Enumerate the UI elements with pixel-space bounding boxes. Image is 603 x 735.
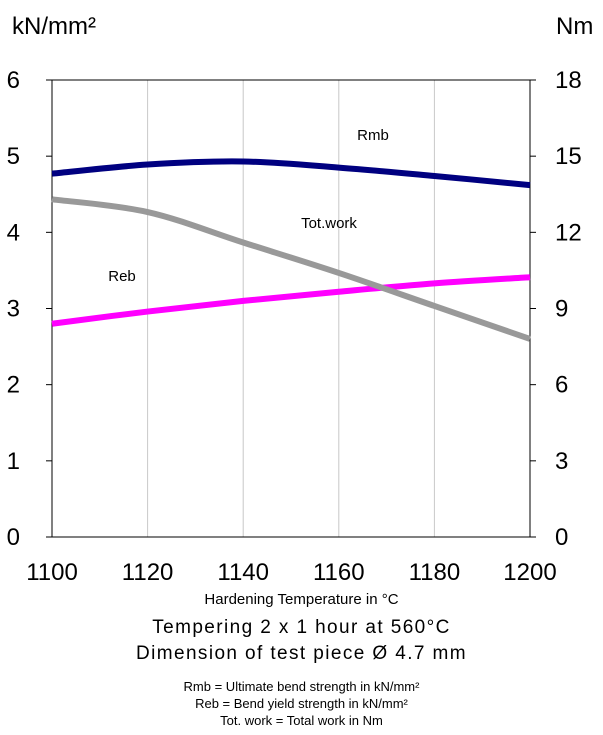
x-axis-title: Hardening Temperature in °C (204, 591, 399, 608)
right-tick-label: 9 (555, 296, 568, 323)
right-tick-label: 18 (555, 67, 582, 94)
x-tick-label: 1100 (26, 559, 78, 586)
right-tick-label: 0 (555, 524, 568, 551)
caption-dimension: Dimension of test piece Ø 4.7 mm (136, 643, 467, 664)
series-line-tot-work (51, 196, 531, 342)
series-line-reb (51, 274, 531, 327)
x-tick-label: 1200 (503, 559, 556, 586)
series-label-reb: Reb (108, 268, 136, 285)
right-tick-label: 3 (555, 448, 568, 475)
x-tick-label: 1180 (409, 559, 461, 586)
series-layer: Rmb Reb Tot.work (51, 127, 531, 342)
legend-rmb: Rmb = Ultimate bend strength in kN/mm² (183, 679, 420, 694)
left-tick-label: 5 (7, 143, 20, 170)
x-tick-label: 1160 (313, 559, 365, 586)
series-label-tot-work: Tot.work (301, 215, 357, 232)
series-label-rmb: Rmb (357, 127, 389, 144)
left-tick-label: 3 (7, 296, 20, 323)
left-tick-label: 6 (7, 67, 20, 94)
left-tick-label: 4 (7, 219, 20, 246)
left-tick-label: 1 (7, 448, 20, 475)
left-tick-label: 2 (7, 372, 20, 399)
plot-frame (51, 79, 531, 538)
right-tick-label: 15 (555, 143, 582, 170)
series-line-rmb (51, 158, 531, 189)
right-tick-label: 12 (555, 219, 582, 246)
right-axis-unit: Nm (556, 13, 593, 40)
x-tick-label: 1120 (122, 559, 174, 586)
x-tick-label: 1140 (217, 559, 269, 586)
legend-totwork: Tot. work = Total work in Nm (220, 713, 383, 728)
axes-layer: 1100 1120 1140 1160 1180 12000123456036912151… (7, 67, 582, 586)
caption-tempering: Tempering 2 x 1 hour at 560°C (152, 617, 451, 638)
legend-reb: Reb = Bend yield strength in kN/mm² (195, 696, 408, 711)
right-tick-label: 6 (555, 372, 568, 399)
left-tick-label: 0 (7, 524, 20, 551)
left-axis-unit: kN/mm² (12, 13, 96, 40)
